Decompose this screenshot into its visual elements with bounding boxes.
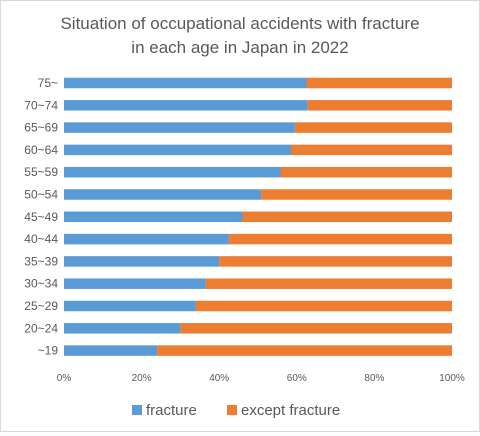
y-tick-label: 35~39 [24,254,58,268]
chart-title: Situation of occupational accidents with… [60,14,419,57]
bar-fracture [64,233,229,245]
x-axis: 0% 20% 40% 60% 80% 100% [57,373,465,384]
x-tick-label: 0% [57,373,72,384]
y-tick-label: 25~29 [24,299,58,313]
bar-fracture [64,144,291,156]
bars [64,77,453,356]
y-axis: 75~ 70~74 65~69 60~64 55~59 50~54 45~49 40~44 35… [24,76,58,358]
y-tick-label: 50~54 [24,188,58,202]
bar-except-fracture [219,256,452,267]
y-tick-label: 70~74 [24,98,58,112]
y-tick-label: 60~64 [24,143,58,157]
bar-except-fracture [280,166,452,178]
bar-except-fracture [294,122,452,133]
y-tick-label: 75~ [38,76,58,90]
x-tick-label: 60% [287,373,307,384]
bar-except-fracture [242,211,452,223]
bar-fracture [64,166,281,178]
x-tick-label: 100% [439,373,465,384]
bar-except-fracture [261,189,452,200]
bar-except-fracture [205,278,452,289]
bar-except-fracture [307,100,452,111]
bar-fracture [64,300,196,312]
bar-except-fracture [195,300,453,312]
legend: fracture except fracture [132,402,340,419]
x-tick-label: 40% [209,373,229,384]
bar-fracture [64,189,262,200]
y-tick-label: 20~24 [24,321,58,335]
legend-swatch-fracture [132,405,142,415]
bar-fracture [64,278,206,289]
bar-except-fracture [157,345,452,356]
y-tick-label: 30~34 [24,277,58,291]
y-tick-label: ~19 [38,344,59,358]
chart-title-line-2: in each age in Japan in 2022 [131,38,348,57]
chart-title-line-1: Situation of occupational accidents with… [60,14,419,33]
y-tick-label: 55~59 [24,165,58,179]
bar-except-fracture [290,144,452,156]
legend-label-fracture: fracture [146,402,197,419]
legend-swatch-except-fracture [227,405,237,415]
x-tick-label: 80% [364,373,384,384]
bar-fracture [64,211,243,223]
bar-fracture [64,345,158,356]
y-tick-label: 65~69 [24,121,58,135]
bar-fracture [64,122,295,133]
bar-except-fracture [228,233,452,245]
bar-fracture [64,323,181,334]
legend-label-except-fracture: except fracture [241,402,340,419]
bar-fracture [64,256,220,267]
bar-except-fracture [306,77,452,89]
y-tick-label: 40~44 [24,232,58,246]
x-tick-label: 20% [132,373,152,384]
bar-fracture [64,100,308,111]
y-tick-label: 45~49 [24,210,58,224]
bar-except-fracture [180,323,452,334]
bar-fracture [64,77,307,89]
